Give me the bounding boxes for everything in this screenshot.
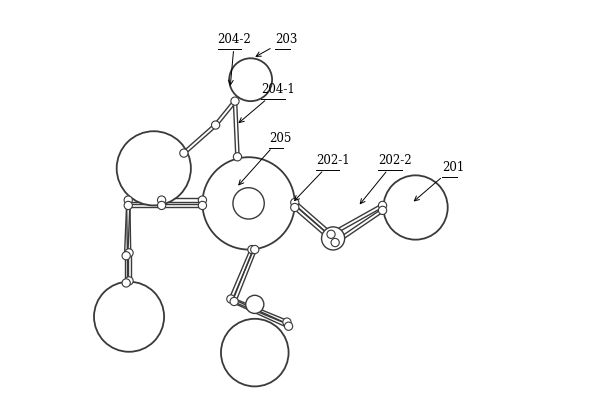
- Circle shape: [124, 201, 133, 210]
- Circle shape: [378, 206, 387, 215]
- Circle shape: [248, 245, 256, 254]
- Circle shape: [227, 295, 235, 303]
- Circle shape: [117, 131, 191, 205]
- Circle shape: [250, 245, 259, 254]
- Circle shape: [122, 279, 130, 287]
- Circle shape: [231, 97, 239, 105]
- Circle shape: [124, 196, 133, 204]
- Circle shape: [384, 176, 448, 239]
- Circle shape: [331, 238, 339, 247]
- Circle shape: [211, 121, 220, 129]
- Text: 204-2: 204-2: [218, 33, 252, 85]
- Circle shape: [221, 319, 288, 386]
- Circle shape: [230, 298, 239, 305]
- Circle shape: [125, 249, 133, 257]
- Circle shape: [233, 188, 264, 219]
- Circle shape: [378, 201, 387, 210]
- Circle shape: [94, 282, 164, 352]
- Circle shape: [125, 277, 133, 285]
- Text: 205: 205: [239, 132, 292, 185]
- Text: 203: 203: [256, 33, 298, 56]
- Circle shape: [180, 149, 188, 157]
- Circle shape: [202, 157, 295, 249]
- Circle shape: [198, 201, 207, 210]
- Circle shape: [321, 227, 345, 250]
- Circle shape: [283, 318, 291, 326]
- Circle shape: [122, 251, 130, 260]
- Circle shape: [291, 203, 299, 212]
- Text: 202-1: 202-1: [295, 154, 349, 200]
- Text: 201: 201: [414, 161, 465, 201]
- Text: 204-1: 204-1: [239, 83, 295, 122]
- Circle shape: [285, 322, 292, 330]
- Circle shape: [157, 196, 166, 204]
- Text: 202-2: 202-2: [361, 154, 412, 204]
- Circle shape: [327, 230, 335, 238]
- Circle shape: [233, 153, 242, 161]
- Circle shape: [198, 196, 207, 204]
- Circle shape: [291, 198, 299, 207]
- Circle shape: [157, 201, 166, 210]
- Circle shape: [229, 58, 272, 101]
- Circle shape: [246, 295, 264, 313]
